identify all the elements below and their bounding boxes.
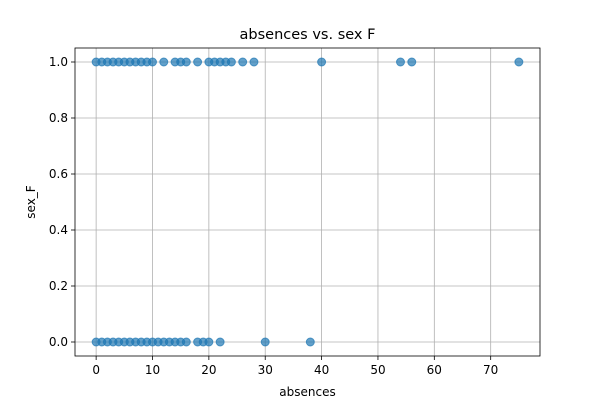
x-axis-ticks: 0 10 20 30 40 50 60 70	[92, 356, 498, 377]
data-point	[260, 337, 270, 347]
y-tick-label: 0.0	[49, 335, 68, 349]
y-tick-label: 1.0	[49, 55, 68, 69]
data-point	[159, 57, 169, 67]
x-tick-label: 10	[145, 363, 160, 377]
y-tick-label: 0.6	[49, 167, 68, 181]
data-point	[226, 57, 236, 67]
data-point	[305, 337, 315, 347]
x-axis-label: absences	[279, 385, 335, 399]
x-tick-label: 50	[370, 363, 385, 377]
x-tick-label: 70	[483, 363, 498, 377]
data-point	[514, 57, 524, 67]
data-point	[181, 57, 191, 67]
data-point	[238, 57, 248, 67]
x-tick-label: 0	[92, 363, 100, 377]
y-tick-label: 0.8	[49, 111, 68, 125]
data-point	[193, 57, 203, 67]
plot-frame	[74, 47, 541, 357]
data-point	[181, 337, 191, 347]
data-point	[204, 337, 214, 347]
x-tick-label: 60	[427, 363, 442, 377]
y-axis-label: sex_F	[24, 185, 38, 219]
data-point	[148, 57, 157, 67]
data-point	[317, 57, 327, 67]
data-point	[396, 57, 405, 67]
x-tick-label: 40	[314, 363, 329, 377]
y-tick-label: 0.2	[49, 279, 68, 293]
y-tick-label: 0.4	[49, 223, 68, 237]
y-axis-ticks: 0.0 0.2 0.4 0.6 0.8 1.0	[49, 55, 75, 349]
chart-title: absences vs. sex F	[240, 27, 376, 43]
data-point	[215, 337, 225, 347]
grid-lines	[75, 48, 540, 356]
data-point	[249, 57, 259, 67]
x-tick-label: 20	[201, 363, 216, 377]
data-point	[407, 57, 417, 67]
data-points	[91, 57, 524, 347]
x-tick-label: 30	[258, 363, 273, 377]
